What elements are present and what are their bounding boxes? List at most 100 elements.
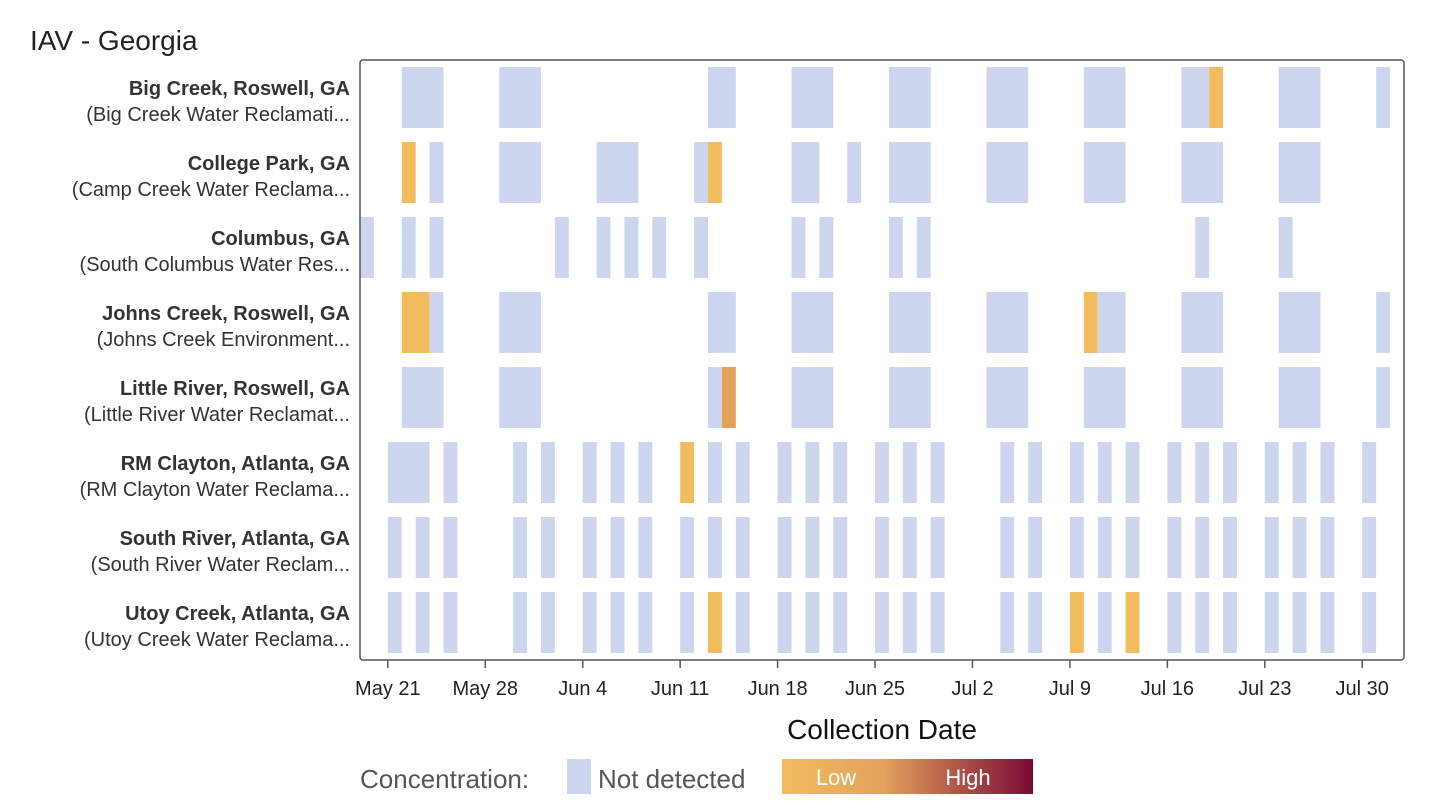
heatmap-cell [554, 217, 569, 278]
legend-low-label: Low [816, 765, 856, 790]
x-tick-label: May 28 [452, 678, 518, 700]
heatmap-cell [889, 142, 931, 203]
row-label-facility: (Utoy Creek Water Reclama... [84, 629, 350, 651]
heatmap-cell [847, 142, 862, 203]
heatmap-cell [1362, 592, 1377, 653]
legend-title: Concentration: [360, 764, 529, 794]
heatmap-cell [1181, 367, 1224, 428]
row-label-facility: (Camp Creek Water Reclama... [72, 179, 350, 201]
row-label-name: Utoy Creek, Atlanta, GA [125, 603, 350, 625]
heatmap-cell [708, 442, 722, 503]
heatmap-cell [499, 142, 541, 203]
row-label-facility: (South River Water Reclam... [91, 554, 350, 576]
legend-not-detected-swatch [567, 759, 591, 794]
x-axis: May 21 May 28 Jun 4 Jun 11 Jun 18 Jun 25 Jul 2… [355, 660, 1389, 700]
x-tick-label: Jul 2 [951, 678, 993, 700]
row-label-name: South River, Atlanta, GA [120, 528, 350, 550]
heatmap-cell [694, 142, 708, 203]
heatmap-cell [986, 367, 1029, 428]
heatmap-cell [708, 142, 722, 203]
heatmap-cell [1069, 517, 1084, 578]
heatmap-cell [1000, 442, 1015, 503]
heatmap-cell [1097, 517, 1112, 578]
heatmap-cell [387, 592, 402, 653]
heatmap-cell [401, 67, 444, 128]
heatmap-cell [902, 517, 917, 578]
heatmap-cell [596, 142, 639, 203]
heatmap-cell [902, 442, 917, 503]
heatmap-cell [680, 442, 695, 503]
heatmap-cell [680, 517, 695, 578]
heatmap-cell [791, 217, 806, 278]
heatmap-cell [1195, 217, 1210, 278]
heatmap-cell [1278, 217, 1293, 278]
heatmap-cell [1292, 442, 1307, 503]
heatmap-cell [624, 217, 639, 278]
heatmap-cell [1320, 442, 1335, 503]
heatmap-cell [1083, 142, 1126, 203]
heatmap-cell [638, 517, 653, 578]
row-label-facility: (Little River Water Reclamat... [84, 404, 350, 426]
heatmap-cell [1264, 517, 1279, 578]
heatmap-cell [499, 367, 541, 428]
heatmap-cell [1181, 67, 1210, 128]
heatmap-cell [986, 142, 1029, 203]
heatmap-cell [360, 217, 374, 278]
heatmap-cell [1292, 517, 1307, 578]
heatmap-cell [638, 442, 653, 503]
heatmap-cell [1028, 592, 1043, 653]
heatmap-cell [1069, 442, 1084, 503]
heatmap-cell [387, 442, 430, 503]
legend-gradient-bar [782, 759, 1033, 794]
heatmap-cell [833, 592, 848, 653]
row-label-name: Johns Creek, Roswell, GA [102, 303, 350, 325]
row-label-facility: (RM Clayton Water Reclama... [80, 479, 350, 501]
heatmap-cell [694, 217, 708, 278]
heatmap-cell [805, 517, 820, 578]
heatmap-cell [415, 517, 430, 578]
row-label-facility: (South Columbus Water Res... [80, 254, 350, 276]
heatmap-cell [708, 517, 722, 578]
heatmap-cell [582, 592, 597, 653]
x-tick-label: Jun 25 [845, 678, 905, 700]
heatmap-cell [735, 442, 750, 503]
row-label-name: RM Clayton, Atlanta, GA [121, 453, 350, 475]
heatmap-cell [1167, 442, 1182, 503]
heatmap-cell [1181, 292, 1224, 353]
heatmap-cells [360, 67, 1391, 653]
heatmap-cell [513, 442, 527, 503]
heatmap-cell [1097, 292, 1126, 353]
plot-frame [359, 59, 1405, 661]
row-labels: Big Creek, Roswell, GA (Big Creek Water R… [72, 78, 350, 651]
heatmap-cell [1000, 592, 1015, 653]
heatmap-cell [1223, 592, 1237, 653]
heatmap-cell [1125, 592, 1140, 653]
heatmap-cell [1278, 292, 1321, 353]
x-tick-label: Jun 4 [558, 678, 607, 700]
heatmap-cell [875, 442, 889, 503]
heatmap-cell [1376, 67, 1391, 128]
heatmap-cell [443, 517, 458, 578]
heatmap-cell [1195, 442, 1210, 503]
heatmap-cell [1320, 517, 1335, 578]
heatmap-cell [610, 517, 625, 578]
heatmap-cell [791, 67, 834, 128]
heatmap-cell [1125, 442, 1140, 503]
heatmap-cell [1223, 442, 1237, 503]
heatmap-cell [429, 217, 444, 278]
heatmap-cell [1181, 142, 1224, 203]
heatmap-cell [610, 592, 625, 653]
heatmap-cell [777, 592, 792, 653]
heatmap-cell [582, 517, 597, 578]
heatmap-cell [1097, 592, 1112, 653]
x-tick-label: Jul 30 [1336, 678, 1389, 700]
heatmap-cell [889, 67, 931, 128]
legend-high-label: High [945, 765, 990, 790]
heatmap-cell [833, 442, 848, 503]
heatmap-cell [429, 142, 444, 203]
heatmap-cell [819, 217, 834, 278]
heatmap-cell [1292, 592, 1307, 653]
legend-not-detected-label: Not detected [598, 764, 745, 794]
heatmap-cell [1083, 67, 1126, 128]
